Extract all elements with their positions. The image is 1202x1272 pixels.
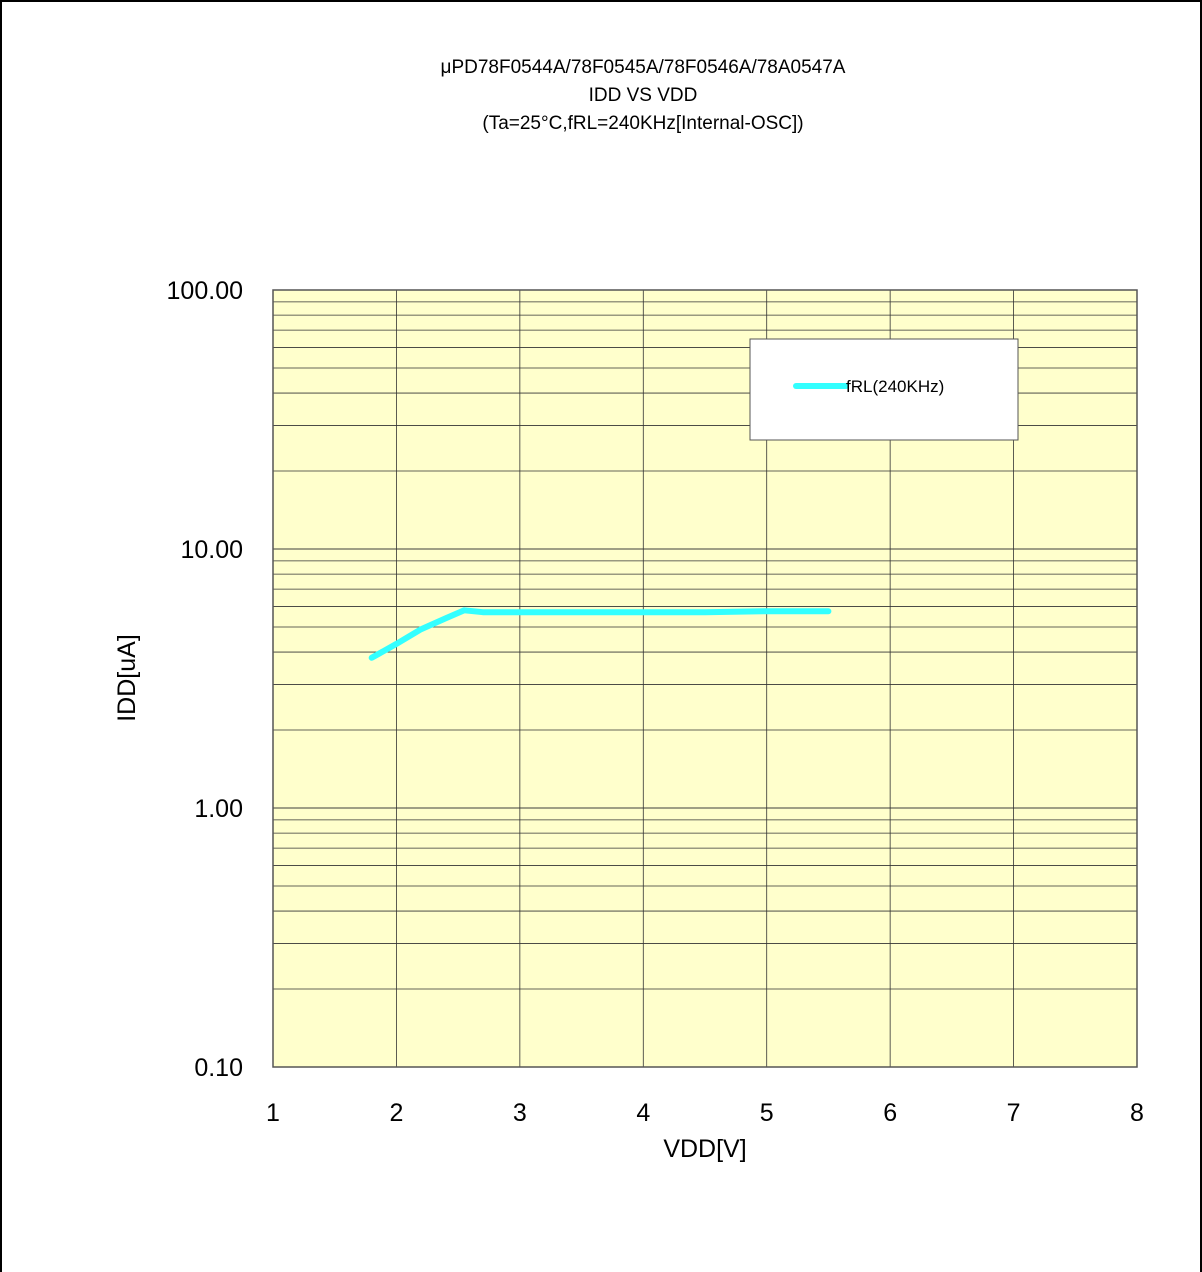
y-tick-label: 10.00	[180, 536, 243, 564]
x-tick-label: 7	[1007, 1099, 1021, 1127]
x-tick-label: 4	[636, 1099, 650, 1127]
y-tick-label: 100.00	[167, 277, 243, 305]
legend-box	[749, 338, 1019, 441]
grid	[273, 289, 1137, 1068]
chart-title: μPD78F0544A/78F0545A/78F0546A/78A0547A I…	[441, 57, 846, 134]
y-axis-tick-labels: 0.10 1.00 10.00 100.00	[167, 277, 243, 1082]
plot-border	[272, 289, 1138, 1068]
x-tick-label: 5	[760, 1099, 774, 1127]
x-tick-label: 8	[1130, 1099, 1144, 1127]
series-group	[368, 607, 832, 661]
x-axis-label: VDD[V]	[663, 1135, 746, 1163]
chart-title-line-3: (Ta=25°C,fRL=240KHz[Internal-OSC])	[482, 113, 803, 134]
chart-title-line-1: μPD78F0544A/78F0545A/78F0546A/78A0547A	[441, 57, 846, 78]
x-axis-tick-labels: 1 2 3 4 5 6 7 8	[266, 1099, 1144, 1127]
chart-title-line-2: IDD VS VDD	[589, 85, 698, 106]
series-line-1	[368, 607, 832, 661]
legend: fRL(240KHz)	[749, 338, 1019, 441]
x-tick-label: 2	[389, 1099, 403, 1127]
y-tick-label: 0.10	[194, 1054, 243, 1082]
x-tick-label: 3	[513, 1099, 527, 1127]
y-axis-label: IDD[uA]	[113, 634, 141, 722]
x-tick-label: 6	[883, 1099, 897, 1127]
x-tick-label: 1	[266, 1099, 280, 1127]
legend-label: fRL(240KHz)	[846, 377, 944, 396]
y-tick-label: 1.00	[194, 795, 243, 823]
